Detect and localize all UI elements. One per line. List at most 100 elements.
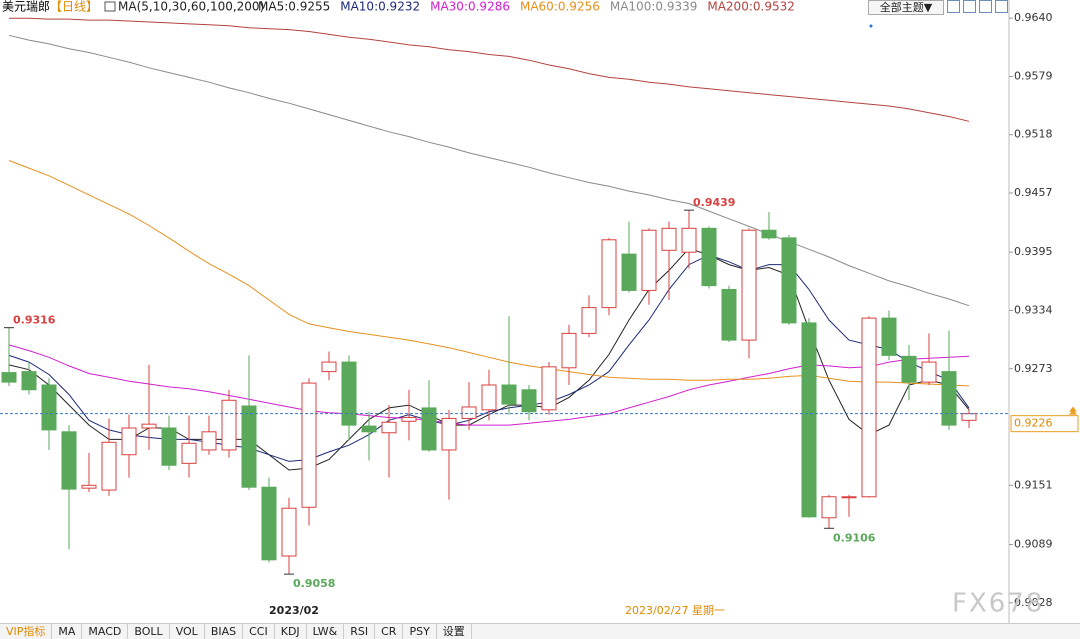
indicator-tab[interactable]: 设置 <box>437 624 472 639</box>
candle-body <box>41 384 57 431</box>
last-price-arrow <box>1069 406 1077 415</box>
y-tick-label: 0.9028 <box>1014 596 1053 609</box>
theme-button[interactable]: 全部主题▼ <box>868 0 944 15</box>
candle-body <box>601 239 617 309</box>
candle-body <box>581 307 597 334</box>
indicator-tab[interactable]: BIAS <box>205 624 244 639</box>
indicator-tab[interactable]: RSI <box>344 624 376 639</box>
candle-body <box>661 227 677 251</box>
candle-body <box>421 407 437 451</box>
period: 【日线】 <box>50 0 98 14</box>
candle-body <box>741 229 757 341</box>
candle-body <box>761 229 777 239</box>
candle-body <box>621 253 637 291</box>
candle-body <box>221 399 237 451</box>
candle-body <box>861 317 877 498</box>
x-label: 2023/02 <box>269 604 319 617</box>
candle-body <box>341 361 357 426</box>
candle-body <box>61 431 77 490</box>
annotation: 0.9106 <box>833 531 876 544</box>
indicator-tab[interactable]: VIP指标 <box>0 624 53 639</box>
indicator-tab[interactable]: VOL <box>170 624 205 639</box>
candle-body <box>321 361 337 373</box>
indicator-tab[interactable]: CCI <box>243 624 275 639</box>
candle-body <box>241 405 257 488</box>
candle-body <box>681 227 697 253</box>
candle-body <box>781 237 797 324</box>
y-tick-label: 0.9395 <box>1014 245 1053 258</box>
candle-body <box>801 322 817 518</box>
candle-body <box>881 317 897 356</box>
candle-body <box>301 382 317 508</box>
legend-entry: MA60:0.9256 <box>520 0 600 14</box>
move-left-icon[interactable] <box>979 0 992 13</box>
y-tick-label: 0.9334 <box>1014 303 1053 316</box>
candle-body <box>921 361 937 383</box>
y-tick-label: 0.9273 <box>1014 362 1053 375</box>
ma-line <box>9 17 970 122</box>
y-tick-label: 0.9089 <box>1014 538 1053 551</box>
candle-body <box>201 431 217 451</box>
y-tick-label: 0.9457 <box>1014 186 1053 199</box>
symbol: 美元瑞郎 <box>2 0 50 14</box>
watermark: FX678 <box>952 589 1044 619</box>
candle-body <box>701 227 717 287</box>
annotation: 0.9058 <box>293 577 335 590</box>
candle-body <box>721 288 737 341</box>
candle-body <box>521 389 537 413</box>
indicator-tab[interactable]: KDJ <box>275 624 307 639</box>
y-tick-label: 0.9579 <box>1014 69 1053 82</box>
candle-body <box>281 507 297 557</box>
candle-body <box>941 371 957 426</box>
marker-dot <box>869 24 873 28</box>
candle-body <box>381 421 397 434</box>
legend-entry: MA100:0.9339 <box>610 0 698 14</box>
candle-body <box>141 423 157 429</box>
indicator-tabs: VIP指标 MA MACD BOLL VOL BIAS CCI KDJ LW& RSI CR PSY 设… <box>0 623 1080 639</box>
y-tick-label: 0.9518 <box>1014 128 1053 141</box>
candle-body <box>161 427 177 466</box>
candle-body <box>21 371 37 391</box>
legend-entry: MA30:0.9286 <box>430 0 510 14</box>
indicator-tab[interactable]: MA <box>52 624 83 639</box>
candle-body <box>901 355 917 383</box>
candle-body <box>561 332 577 369</box>
candle-body <box>1 372 17 383</box>
candle-body <box>361 425 377 433</box>
chart: 美元瑞郎 【日线】 MA(5,10,30,60,100,200) 2023/02… <box>0 0 1080 623</box>
candle-body <box>841 496 857 499</box>
zoom-out-icon[interactable] <box>963 0 976 13</box>
annotation: 0.9439 <box>693 196 735 209</box>
zoom-in-icon[interactable] <box>947 0 960 13</box>
candle-body <box>441 417 457 451</box>
y-tick-label: 0.9640 <box>1014 11 1053 24</box>
candle-body <box>121 427 137 456</box>
ma-line <box>8 34 970 307</box>
indicator-tab[interactable]: BOLL <box>128 624 170 639</box>
indicator-tab[interactable]: MACD <box>82 624 129 639</box>
candle-body <box>261 486 277 561</box>
candle-body <box>961 413 977 421</box>
move-right-icon[interactable] <box>995 0 1008 13</box>
candle-body <box>181 442 197 464</box>
crosshair-label: 2023/02/27 星期一 <box>625 604 725 617</box>
annotation: 0.9316 <box>13 314 56 327</box>
candle-body <box>821 496 837 519</box>
background <box>0 0 1080 623</box>
candle-body <box>481 384 497 411</box>
candle-body <box>101 441 117 491</box>
candle-body <box>401 416 417 422</box>
candle-body <box>81 484 97 489</box>
ma-icon <box>104 1 116 12</box>
candle-body <box>541 366 557 411</box>
legend-entry: MA200:0.9532 <box>707 0 795 14</box>
indicator-tab[interactable]: PSY <box>403 624 437 639</box>
marks <box>0 17 1009 575</box>
legend-entry: MA10:0.9232 <box>340 0 420 14</box>
indicator-tab[interactable]: LW& <box>307 624 345 639</box>
y-tick-label: 0.9151 <box>1014 478 1053 491</box>
legend-entry: MA5:0.9255 <box>258 0 330 14</box>
indicator-tab[interactable]: CR <box>375 624 404 639</box>
candle-body <box>501 384 517 405</box>
